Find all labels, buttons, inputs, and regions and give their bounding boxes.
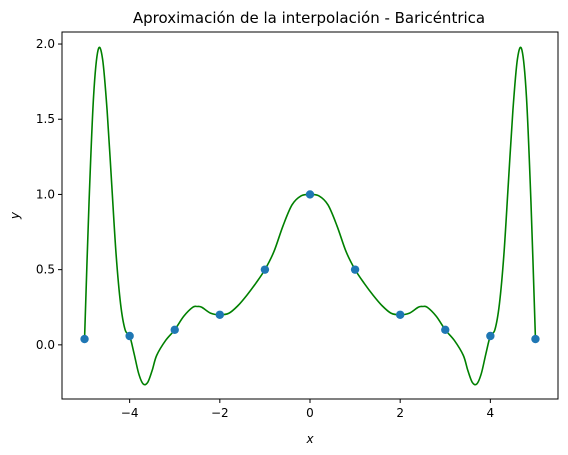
x-tick-label: −2 <box>211 406 229 420</box>
x-axis-label: x <box>305 432 314 446</box>
data-point <box>80 334 89 344</box>
y-tick-label: 2.0 <box>36 37 55 51</box>
x-tick-label: 2 <box>396 406 404 420</box>
y-tick-label: 1.0 <box>36 187 55 201</box>
chart-title: Aproximación de la interpolación - Baric… <box>133 9 485 27</box>
data-point <box>441 325 450 335</box>
interpolation-curve <box>83 46 537 386</box>
data-point <box>170 325 179 335</box>
data-point <box>350 265 360 274</box>
y-tick-label: 0.0 <box>36 338 55 352</box>
data-point <box>395 310 405 319</box>
data-point <box>125 331 134 341</box>
plot-content <box>80 46 540 386</box>
x-tick-label: 0 <box>306 406 314 420</box>
axes-frame <box>61 31 559 400</box>
data-point <box>531 334 540 344</box>
y-tick-label: 0.5 <box>36 263 55 277</box>
data-point <box>305 190 315 199</box>
x-axis-ticks: −4 −2 0 2 4 <box>121 399 494 420</box>
data-point <box>260 265 270 274</box>
y-tick-label: 1.5 <box>36 112 55 126</box>
data-point <box>486 331 495 341</box>
data-point <box>215 310 225 319</box>
x-tick-label: 4 <box>487 406 495 420</box>
y-axis-label: y <box>8 211 22 220</box>
y-axis-ticks: 0.0 0.5 1.0 1.5 2.0 <box>36 37 62 352</box>
x-tick-label: −4 <box>121 406 139 420</box>
